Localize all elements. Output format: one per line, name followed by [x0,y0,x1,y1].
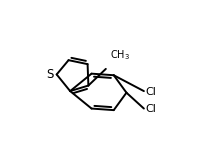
Text: S: S [47,68,54,81]
Text: CH$_3$: CH$_3$ [110,48,130,62]
Text: Cl: Cl [145,87,156,97]
Text: Cl: Cl [145,104,156,114]
